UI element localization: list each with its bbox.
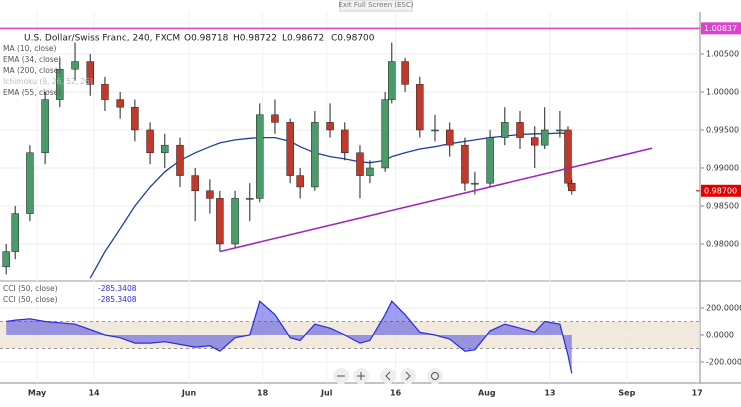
candle-body — [326, 122, 334, 131]
y-tick-label: 0.98500 — [706, 201, 739, 210]
h-line-label-box — [701, 22, 741, 35]
candle-body — [26, 152, 34, 214]
candle-body — [501, 122, 509, 138]
candle-body — [131, 106, 139, 131]
candle-body — [71, 61, 79, 70]
indicator-label: EMA (34, close) — [3, 55, 61, 64]
ohlc-label: L0.98672 — [282, 34, 324, 44]
candle-body — [206, 190, 214, 199]
candle-body — [176, 144, 184, 176]
x-tick-label: 13 — [544, 389, 555, 398]
indicator-value: -285.3408 — [98, 284, 137, 293]
ohlc-label: H0.98722 — [233, 34, 277, 44]
indicator-label: Ichimoku (9, 26, 52, 26) — [3, 77, 93, 86]
reset[interactable] — [427, 368, 443, 384]
y-tick-label: 1.00000 — [706, 87, 739, 96]
ohlc-label: C0.98700 — [331, 34, 375, 44]
icon — [357, 372, 365, 380]
exit-label[interactable]: Exit Full Screen (ESC) — [338, 1, 413, 9]
exit-button[interactable] — [339, 0, 413, 12]
candle-body — [311, 122, 319, 188]
x-tick-label: 17 — [692, 389, 703, 398]
indicator-label: MA (200, close) — [3, 66, 61, 75]
x-tick-label: 14 — [88, 389, 100, 398]
x-tick-label: Jul — [320, 389, 333, 398]
last-price-label: 0.98700 — [704, 186, 737, 195]
candle-body — [2, 251, 10, 268]
candle-body — [216, 198, 224, 245]
candle-body — [286, 122, 294, 176]
candle-body — [381, 99, 389, 169]
indicator-label: CCI (50, close) — [3, 295, 58, 304]
candle-body — [366, 167, 374, 176]
icon — [431, 372, 439, 380]
x-tick-label: May — [28, 389, 47, 398]
indicator-label: MA (10, close) — [3, 44, 57, 53]
candle-body — [486, 137, 494, 184]
candle-body — [296, 175, 304, 188]
y-tick-label: 0.0000 — [706, 330, 734, 339]
candle-body — [146, 129, 154, 154]
candle-body — [556, 129, 564, 132]
candle-body — [388, 61, 396, 100]
candle-body — [568, 182, 576, 192]
candle-body — [471, 182, 479, 185]
candle-body — [271, 114, 279, 123]
y-tick-label: 200.0000 — [706, 303, 741, 312]
candle-body — [540, 129, 549, 146]
indicator-label: EMA (55, close) — [3, 88, 61, 97]
indicator-value: -285.3408 — [98, 295, 137, 304]
y-tick-label: 1.00500 — [706, 49, 739, 58]
x-tick-label: 16 — [390, 389, 402, 398]
h-line-label: 1.00837 — [704, 24, 737, 33]
candle-body — [86, 61, 94, 85]
cci-line — [6, 300, 573, 374]
x-tick-label: 18 — [257, 389, 269, 398]
candle-body — [416, 84, 424, 131]
candle-body — [231, 198, 239, 245]
nav-buttons — [333, 368, 443, 384]
candle-body — [530, 137, 539, 146]
candle-body — [41, 99, 49, 154]
candle-body — [516, 122, 524, 138]
candle-body — [11, 213, 19, 252]
chart-title: U.S. Dollar/Swiss Franc, 240, FXCM — [24, 34, 180, 44]
candle-body — [461, 144, 469, 184]
icon — [405, 371, 411, 381]
candle-body — [116, 99, 124, 108]
x-tick-label: Jun — [181, 389, 197, 398]
y-tick-label: 0.98000 — [706, 239, 739, 248]
candle-body — [356, 152, 364, 176]
candle-body — [564, 129, 572, 184]
y-tick-label: 0.99500 — [706, 125, 739, 134]
trendline — [219, 147, 653, 253]
candle-body — [161, 144, 169, 154]
icon — [385, 371, 391, 381]
scroll-left[interactable] — [380, 368, 396, 384]
candle-body — [246, 198, 254, 200]
candle-body — [56, 68, 64, 100]
y-tick-label: -200.0000 — [706, 357, 741, 366]
scroll-right[interactable] — [400, 368, 416, 384]
candle-body — [101, 84, 109, 100]
candle-body — [431, 129, 439, 132]
x-tick-label: Aug — [478, 389, 496, 398]
last-price-box — [701, 184, 741, 197]
candle-body — [256, 114, 264, 199]
candle-body — [401, 61, 409, 85]
candle-body — [191, 175, 199, 192]
candle-body — [341, 129, 349, 154]
y-tick-label: 0.99000 — [706, 163, 739, 172]
indicator-label: CCI (50, close) — [3, 284, 58, 293]
ohlc-label: O0.98718 — [184, 34, 229, 44]
x-tick-label: Sep — [618, 389, 635, 398]
candle-body — [445, 129, 454, 146]
